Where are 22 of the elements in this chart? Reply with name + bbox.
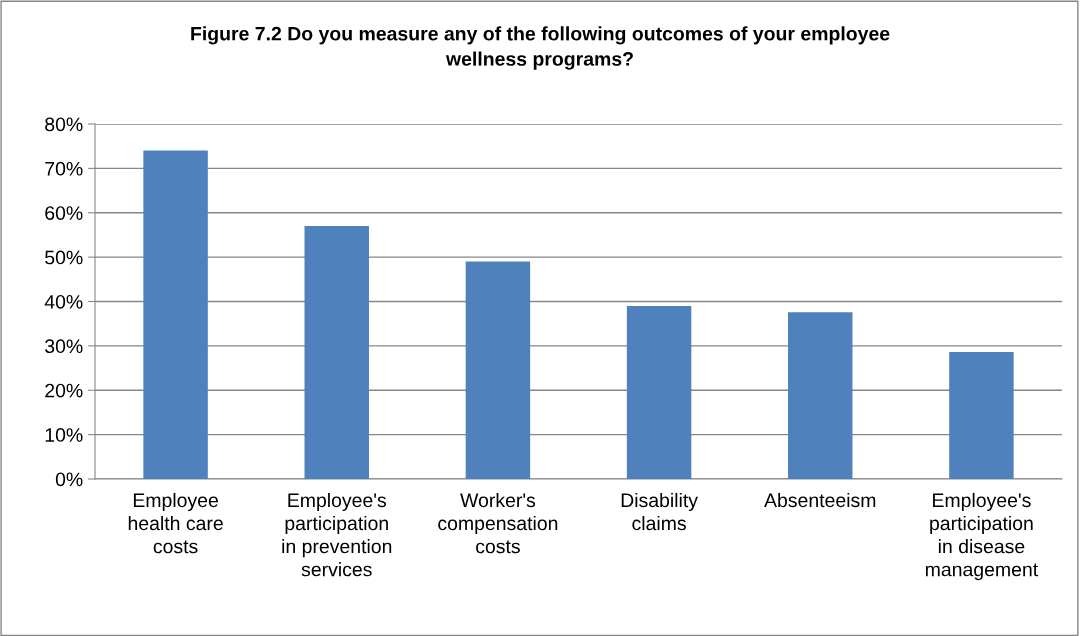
x-tick-label: Absenteeism [764, 492, 876, 508]
bar [465, 261, 531, 479]
y-tick-label: 70% [45, 161, 83, 176]
y-tick-label: 0% [55, 472, 83, 487]
bar [949, 352, 1014, 479]
x-tick-label: Disability claims [621, 492, 698, 531]
bar [626, 305, 692, 479]
y-tick-label: 10% [45, 428, 83, 442]
x-tick-label: Worker's compensation costs [438, 492, 558, 554]
x-tick-label: Employee's participation in disease management [925, 492, 1039, 581]
y-tick-label: 40% [44, 294, 83, 309]
y-tick-label: 60% [45, 206, 83, 220]
x-tick-label: Employee health care costs [128, 492, 223, 554]
y-tick-label: 80% [45, 117, 83, 132]
bar [143, 150, 208, 479]
x-tick-label: Employee's participation in prevention services [282, 492, 392, 577]
y-tick-label: 30% [45, 339, 83, 354]
chart-title: Figure 7.2 Do you measure any of the following outcomes of your employee wellness programs? [191, 26, 890, 70]
bar [304, 226, 369, 479]
y-tick-label: 50% [45, 250, 83, 265]
y-tick-label: 20% [45, 383, 83, 398]
bar [788, 312, 853, 479]
